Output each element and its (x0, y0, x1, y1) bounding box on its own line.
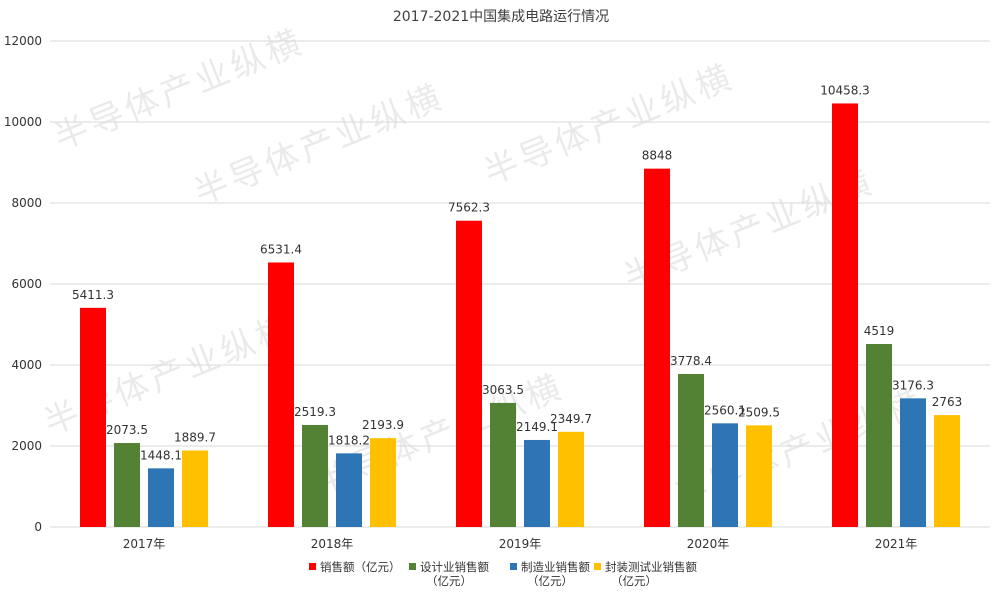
data-labels: 5411.3 2073.5 1448.1 1889.7 6531.4 2519.3 1818… (72, 83, 962, 462)
bar (866, 343, 892, 527)
chart-title: 2017-2021中国集成电路运行情况 (393, 8, 609, 25)
bar-series (80, 103, 960, 528)
y-axis: 0 2000 4000 6000 8000 10000 12000 (4, 34, 42, 534)
bar (148, 468, 174, 527)
legend-label: （亿元） (527, 574, 573, 588)
legend-label: 制造业销售额 (521, 560, 590, 574)
watermark-text: 半导体产业纵横 (478, 57, 740, 194)
data-label: 2193.9 (362, 418, 404, 432)
data-label: 2349.7 (550, 412, 592, 426)
data-label: 2560.1 (704, 403, 746, 417)
bar (490, 402, 516, 527)
data-label: 10458.3 (820, 83, 870, 97)
data-label: 2519.3 (294, 405, 336, 419)
data-label: 3063.5 (482, 383, 524, 397)
x-tick-label: 2017年 (123, 537, 166, 551)
data-label: 2509.5 (738, 405, 780, 419)
bar (524, 439, 550, 527)
y-tick-label: 4000 (11, 358, 42, 372)
legend-swatch (409, 563, 416, 570)
data-label: 1448.1 (140, 448, 182, 462)
legend-swatch (594, 563, 601, 570)
watermark-text: 半导体产业纵横 (38, 307, 300, 444)
bar (746, 425, 772, 527)
x-tick-label: 2019年 (499, 537, 542, 551)
data-label: 5411.3 (72, 288, 114, 302)
data-label: 2149.1 (516, 420, 558, 434)
bar (80, 307, 106, 527)
bar (900, 398, 926, 527)
x-tick-label: 2020年 (687, 537, 730, 551)
bar (456, 220, 482, 527)
data-label: 2073.5 (106, 423, 148, 437)
legend-label: （亿元） (611, 574, 657, 588)
bar (114, 443, 140, 527)
legend-swatch (309, 563, 316, 570)
data-label: 2763 (932, 395, 963, 409)
data-label: 3778.4 (670, 354, 712, 368)
y-tick-label: 6000 (11, 277, 42, 291)
y-tick-label: 2000 (11, 439, 42, 453)
data-label: 3176.3 (892, 378, 934, 392)
data-label: 6531.4 (260, 242, 302, 256)
y-tick-label: 10000 (4, 115, 42, 129)
legend: 销售额（亿元） 设计业销售额（亿元）制造业销售额（亿元）封装测试业销售额（亿元） (309, 560, 697, 588)
bar (182, 450, 208, 527)
bar (302, 424, 328, 527)
bar (336, 453, 362, 527)
legend-label: 销售额（亿元） (320, 560, 401, 574)
y-tick-label: 8000 (11, 196, 42, 210)
data-label: 7562.3 (448, 201, 490, 215)
bar (678, 373, 704, 527)
legend-label: 封装测试业销售额 (605, 560, 697, 574)
bar (934, 415, 960, 527)
y-tick-label: 12000 (4, 34, 42, 48)
x-tick-label: 2018年 (311, 537, 354, 551)
legend-label: （亿元） (426, 574, 472, 588)
bar (644, 168, 670, 527)
watermark-text: 半导体产业纵横 (188, 77, 450, 214)
watermark-text: 半导体产业纵横 (48, 22, 310, 159)
bar (832, 103, 858, 528)
data-label: 8848 (642, 149, 673, 163)
bar (370, 438, 396, 527)
x-axis: 2017年 2018年 2019年 2020年 2021年 (123, 537, 918, 551)
x-tick-label: 2021年 (875, 537, 918, 551)
bar (268, 262, 294, 527)
legend-label: 设计业销售额 (420, 560, 489, 574)
data-label: 4519 (864, 324, 895, 338)
data-label: 1818.2 (328, 433, 370, 447)
bar (712, 423, 738, 527)
y-tick-label: 0 (34, 520, 42, 534)
bar (558, 431, 584, 527)
data-label: 1889.7 (174, 430, 216, 444)
legend-swatch (510, 563, 517, 570)
